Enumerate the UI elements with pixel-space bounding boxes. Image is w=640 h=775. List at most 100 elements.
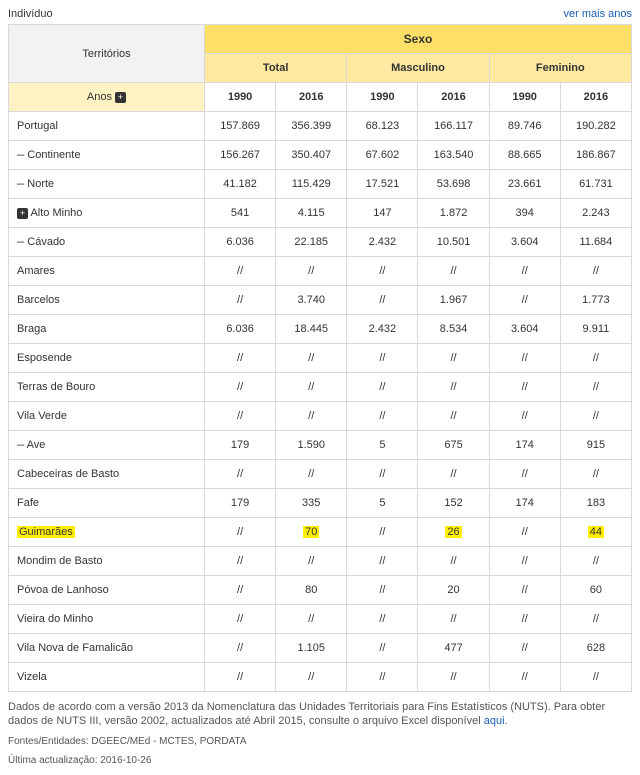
cell-value: 147 xyxy=(347,199,418,228)
cell-value: // xyxy=(560,460,631,489)
territory-header: Territórios xyxy=(9,25,205,83)
cell-value: 174 xyxy=(489,431,560,460)
cell-value: // xyxy=(418,547,489,576)
row-label[interactable]: — Ave xyxy=(9,431,205,460)
cell-value: // xyxy=(489,663,560,692)
year-col: 2016 xyxy=(418,83,489,112)
cell-value: // xyxy=(205,402,276,431)
row-label: Vila Verde xyxy=(9,402,205,431)
cell-value: 26 xyxy=(418,518,489,547)
cell-value: // xyxy=(347,460,418,489)
cell-value: // xyxy=(489,605,560,634)
table-row: — Ave1791.5905675174915 xyxy=(9,431,632,460)
collapse-icon[interactable]: — xyxy=(17,438,24,452)
table-row: Barcelos//3.740//1.967//1.773 xyxy=(9,286,632,315)
cell-value: 356.399 xyxy=(276,112,347,141)
cell-value: 9.911 xyxy=(560,315,631,344)
row-label[interactable]: — Cávado xyxy=(9,228,205,257)
cell-value: // xyxy=(418,460,489,489)
cell-value: 18.445 xyxy=(276,315,347,344)
row-label[interactable]: + Alto Minho xyxy=(9,199,205,228)
cell-value: 166.117 xyxy=(418,112,489,141)
expand-years-icon[interactable]: + xyxy=(115,92,126,103)
cell-value: // xyxy=(489,634,560,663)
cell-value: // xyxy=(276,344,347,373)
row-label: Póvoa de Lanhoso xyxy=(9,576,205,605)
cell-value: 10.501 xyxy=(418,228,489,257)
more-years-link[interactable]: ver mais anos xyxy=(564,8,632,20)
cell-value: 350.407 xyxy=(276,141,347,170)
cell-value: 335 xyxy=(276,489,347,518)
cell-value: 44 xyxy=(560,518,631,547)
collapse-icon[interactable]: — xyxy=(17,235,24,249)
cell-value: // xyxy=(276,402,347,431)
cell-value: 17.521 xyxy=(347,170,418,199)
cell-value: 163.540 xyxy=(418,141,489,170)
cell-value: // xyxy=(205,605,276,634)
table-row: Guimarães//70//26//44 xyxy=(9,518,632,547)
cell-value: // xyxy=(347,605,418,634)
cell-value: // xyxy=(418,605,489,634)
cell-value: 1.967 xyxy=(418,286,489,315)
table-row: Braga6.03618.4452.4328.5343.6049.911 xyxy=(9,315,632,344)
cell-value: // xyxy=(489,547,560,576)
table-row: Vila Verde//////////// xyxy=(9,402,632,431)
footer-link[interactable]: aqui xyxy=(484,715,505,727)
cell-value: // xyxy=(276,547,347,576)
collapse-icon[interactable]: — xyxy=(17,177,24,191)
cell-value: // xyxy=(418,402,489,431)
cell-value: // xyxy=(560,402,631,431)
cell-value: 22.185 xyxy=(276,228,347,257)
row-label: Vizela xyxy=(9,663,205,692)
cell-value: 1.872 xyxy=(418,199,489,228)
footer-updated: Última actualização: 2016-10-26 xyxy=(8,754,632,767)
cell-value: 80 xyxy=(276,576,347,605)
cell-value: // xyxy=(489,344,560,373)
table-row: Póvoa de Lanhoso//80//20//60 xyxy=(9,576,632,605)
table-row: Vila Nova de Famalicão//1.105//477//628 xyxy=(9,634,632,663)
cell-value: 3.604 xyxy=(489,315,560,344)
year-col: 1990 xyxy=(347,83,418,112)
cell-value: 1.773 xyxy=(560,286,631,315)
footer-source: Fontes/Entidades: DGEEC/MEd - MCTES, POR… xyxy=(8,735,632,748)
cell-value: // xyxy=(347,576,418,605)
cell-value: 53.698 xyxy=(418,170,489,199)
cell-value: // xyxy=(560,605,631,634)
cell-value: // xyxy=(205,547,276,576)
cell-value: 156.267 xyxy=(205,141,276,170)
row-label[interactable]: — Continente xyxy=(9,141,205,170)
cell-value: // xyxy=(489,460,560,489)
cell-value: 2.432 xyxy=(347,228,418,257)
cell-value: // xyxy=(205,634,276,663)
table-row: Vieira do Minho//////////// xyxy=(9,605,632,634)
cell-value: 67.602 xyxy=(347,141,418,170)
cell-value: // xyxy=(276,460,347,489)
cell-value: 2.243 xyxy=(560,199,631,228)
cell-value: // xyxy=(347,373,418,402)
cell-value: 1.590 xyxy=(276,431,347,460)
expand-icon[interactable]: + xyxy=(17,208,28,219)
group-total: Total xyxy=(205,54,347,83)
cell-value: // xyxy=(205,518,276,547)
cell-value: // xyxy=(347,344,418,373)
cell-value: // xyxy=(489,576,560,605)
collapse-icon[interactable]: — xyxy=(17,148,24,162)
unit-label: Indivíduo xyxy=(8,8,53,20)
cell-value: // xyxy=(347,663,418,692)
cell-value: 3.604 xyxy=(489,228,560,257)
table-row: — Norte41.182115.42917.52153.69823.66161… xyxy=(9,170,632,199)
cell-value: 115.429 xyxy=(276,170,347,199)
row-label: Barcelos xyxy=(9,286,205,315)
sex-header: Sexo xyxy=(205,25,632,54)
table-row: — Continente156.267350.40767.602163.5408… xyxy=(9,141,632,170)
cell-value: 477 xyxy=(418,634,489,663)
table-row: Mondim de Basto//////////// xyxy=(9,547,632,576)
cell-value: // xyxy=(347,518,418,547)
cell-value: 60 xyxy=(560,576,631,605)
cell-value: // xyxy=(560,373,631,402)
row-label[interactable]: — Norte xyxy=(9,170,205,199)
cell-value: 915 xyxy=(560,431,631,460)
cell-value: 8.534 xyxy=(418,315,489,344)
years-header[interactable]: Anos + xyxy=(9,83,205,112)
cell-value: 88.665 xyxy=(489,141,560,170)
